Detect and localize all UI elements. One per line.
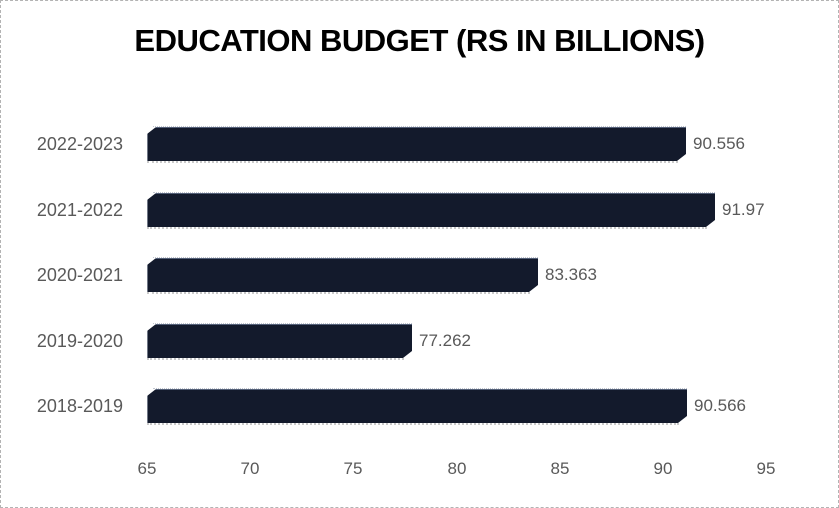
value-label: 83.363 [545, 265, 597, 284]
value-label: 90.566 [694, 396, 746, 415]
value-label: 91.97 [722, 200, 765, 219]
bar [147, 258, 538, 292]
value-label: 77.262 [419, 331, 471, 350]
bar [147, 193, 715, 227]
x-tick-label: 95 [756, 459, 776, 478]
x-tick-label: 85 [550, 459, 570, 478]
category-label: 2019-2020 [36, 331, 123, 351]
x-tick-label: 90 [653, 459, 673, 478]
value-label: 90.556 [693, 134, 745, 153]
bar-base-edge [147, 292, 530, 294]
bar [147, 127, 686, 161]
bar-base-edge [147, 423, 679, 425]
x-tick-label: 70 [240, 459, 260, 478]
bar-top-edge [153, 323, 412, 324]
bar-top-edge [153, 192, 715, 193]
chart-title: EDUCATION BUDGET (RS IN BILLIONS) [134, 23, 705, 58]
category-label: 2018-2019 [36, 396, 123, 416]
bar-top-edge [153, 126, 686, 127]
bar [147, 389, 687, 423]
bar-base-edge [147, 358, 404, 360]
category-label: 2020-2021 [36, 265, 123, 285]
x-tick-label: 65 [137, 459, 157, 478]
bar [147, 324, 412, 358]
x-tick-label: 75 [343, 459, 363, 478]
category-label: 2021-2022 [36, 200, 123, 220]
bar-top-edge [153, 257, 538, 258]
bar-base-edge [147, 161, 678, 163]
bar-top-edge [153, 388, 687, 389]
x-tick-label: 80 [447, 459, 467, 478]
category-label: 2022-2023 [36, 134, 123, 154]
bar-base-edge [147, 227, 707, 229]
